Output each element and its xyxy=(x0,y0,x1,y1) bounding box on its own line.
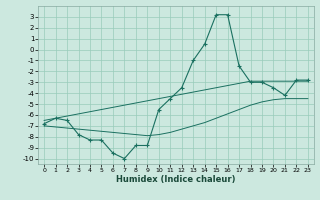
X-axis label: Humidex (Indice chaleur): Humidex (Indice chaleur) xyxy=(116,175,236,184)
